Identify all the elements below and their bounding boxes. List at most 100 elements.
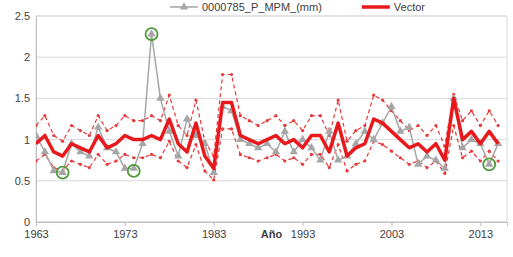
series <box>36 98 498 168</box>
marker <box>150 153 153 156</box>
marker <box>159 156 162 159</box>
marker <box>452 124 455 127</box>
marker <box>79 163 82 166</box>
marker <box>390 150 393 153</box>
marker <box>183 114 191 121</box>
marker <box>248 119 251 122</box>
series <box>36 29 502 175</box>
x-tick-mark <box>480 222 481 226</box>
series <box>36 124 500 182</box>
y-tick: 1.5 <box>15 92 36 104</box>
marker <box>105 163 108 166</box>
marker <box>381 98 384 101</box>
marker <box>301 163 304 166</box>
x-tick: 1983 <box>202 222 226 240</box>
marker <box>405 122 413 129</box>
marker <box>274 114 277 117</box>
legend-marker <box>180 2 188 9</box>
marker <box>354 163 357 166</box>
marker <box>372 94 375 97</box>
marker <box>257 159 260 162</box>
x-tick-mark <box>391 222 392 226</box>
marker <box>272 147 280 154</box>
marker <box>301 129 304 132</box>
marker <box>43 114 46 117</box>
marker <box>168 94 171 97</box>
x-tick-label: 1973 <box>113 228 137 240</box>
y-tick: 2.5 <box>15 10 36 22</box>
legend-label: 0000785_P_MPM_(mm) <box>202 1 322 13</box>
legend-label: Vector <box>394 1 426 13</box>
marker <box>150 114 153 117</box>
x-tick-mark <box>303 222 304 226</box>
marker <box>230 73 233 76</box>
y-tick-label: 2 <box>24 51 30 63</box>
plot-frame <box>36 16 507 222</box>
marker <box>159 119 162 122</box>
marker <box>57 167 69 179</box>
x-axis-title: Año <box>261 228 283 240</box>
x-axis: 196319731983199320032013 <box>24 222 507 240</box>
marker <box>432 155 440 162</box>
marker <box>337 143 340 146</box>
marker <box>94 122 102 129</box>
series-line <box>36 34 498 172</box>
marker <box>177 159 180 162</box>
marker <box>441 164 449 171</box>
marker <box>485 160 493 167</box>
marker <box>257 124 260 127</box>
marker <box>97 114 100 117</box>
y-tick-label: 1 <box>24 134 30 146</box>
marker <box>248 156 251 159</box>
marker <box>414 160 422 167</box>
marker <box>497 124 500 127</box>
marker <box>112 147 120 154</box>
y-tick-label: 0.5 <box>15 175 30 187</box>
marker <box>185 166 188 169</box>
marker <box>488 109 491 112</box>
marker <box>79 129 82 132</box>
marker <box>61 140 64 143</box>
grid <box>36 16 507 222</box>
marker <box>345 169 348 172</box>
marker <box>203 169 206 172</box>
marker <box>479 159 482 162</box>
marker <box>147 29 155 36</box>
marker <box>470 109 473 112</box>
marker <box>283 159 286 162</box>
marker <box>319 114 322 117</box>
marker <box>265 156 268 159</box>
marker <box>483 158 495 170</box>
x-tick: 2013 <box>469 222 493 240</box>
marker <box>70 159 73 162</box>
grid-line <box>36 98 507 99</box>
marker <box>290 147 298 154</box>
marker <box>168 140 171 143</box>
marker <box>417 124 420 127</box>
marker <box>58 168 66 175</box>
legend-swatch <box>362 5 390 9</box>
series <box>57 28 496 178</box>
marker <box>307 143 315 150</box>
x-tick: 2003 <box>380 222 404 240</box>
x-axis-line <box>37 223 508 227</box>
y-tick-label: 1.5 <box>15 92 30 104</box>
marker <box>425 166 428 169</box>
marker <box>156 94 164 101</box>
y-tick: 0.5 <box>15 175 36 187</box>
x-tick-label: 1993 <box>291 228 315 240</box>
marker <box>328 166 331 169</box>
marker <box>292 119 295 122</box>
marker <box>363 159 366 162</box>
y-tick: 2 <box>24 51 36 63</box>
marker <box>36 131 40 138</box>
marker <box>334 155 342 162</box>
x-tick-mark <box>36 222 37 226</box>
marker <box>292 156 295 159</box>
marker <box>123 153 126 156</box>
marker <box>239 153 242 156</box>
y-tick: 0 <box>24 216 36 228</box>
marker <box>381 143 384 146</box>
marker <box>41 147 49 154</box>
marker <box>470 150 473 153</box>
